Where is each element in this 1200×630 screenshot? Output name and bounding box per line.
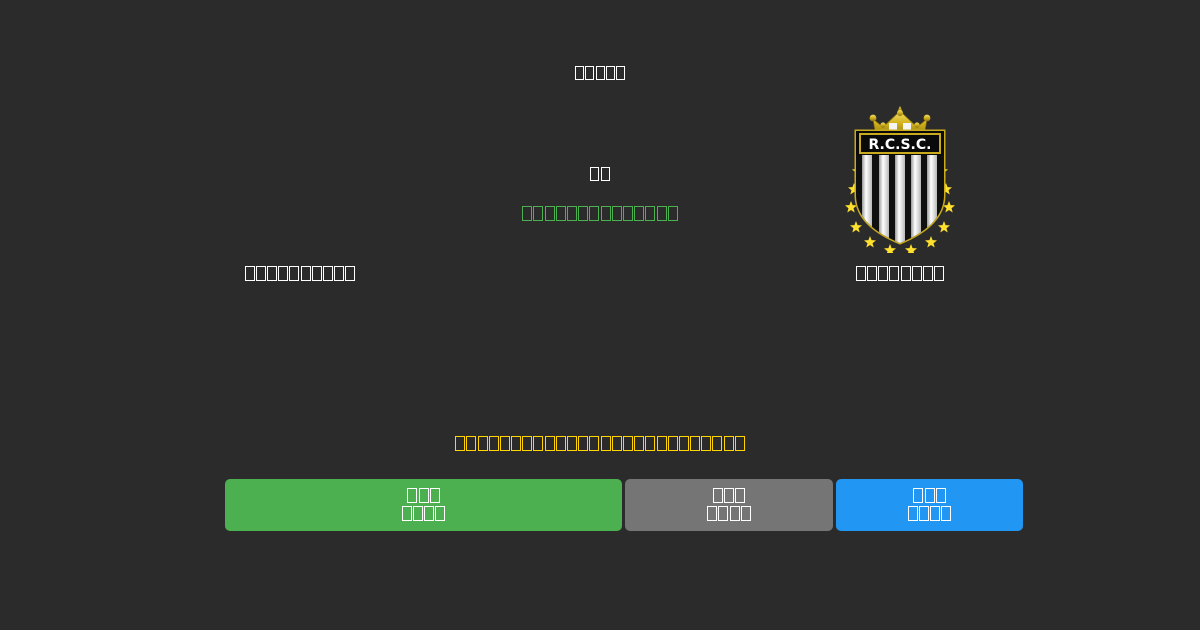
shield: R.C.S.C. [854,129,946,245]
page-title-text [575,65,626,80]
secondary-action-line2-text [707,506,752,521]
primary-action-button[interactable] [225,479,622,531]
team-home-name-text [244,266,356,281]
team-away-name [780,263,1020,283]
page-title [0,62,1200,81]
primary-action-line2-text [401,506,446,521]
info-action-button[interactable] [836,479,1023,531]
secondary-action-button[interactable] [625,479,833,531]
info-action-line1 [913,488,947,505]
secondary-action-line2 [707,506,752,523]
primary-action-line1 [407,488,441,505]
scoreline [0,163,1200,182]
scoreline-text [590,166,610,181]
team-away: R.C.S.C. [780,100,1020,283]
crest-wordmark: R.C.S.C. [869,137,932,153]
info-action-line2-text [907,506,952,521]
team-away-crest-slot: R.C.S.C. [780,100,1020,255]
info-action-line1-text [913,488,947,503]
team-home [180,100,420,283]
action-bar [225,479,1023,531]
rcsc-crest-icon: R.C.S.C. [840,103,960,253]
info-action-line2 [907,506,952,523]
match-status [0,203,1200,222]
broadcast-note [0,433,1200,452]
primary-action-line2 [401,506,446,523]
broadcast-note-text [455,436,746,451]
secondary-action-line1 [712,488,746,505]
match-status-text [522,206,679,221]
team-away-name-text [855,266,945,281]
primary-action-line1-text [407,488,441,503]
secondary-action-line1-text [712,488,746,503]
team-home-name [180,263,420,283]
